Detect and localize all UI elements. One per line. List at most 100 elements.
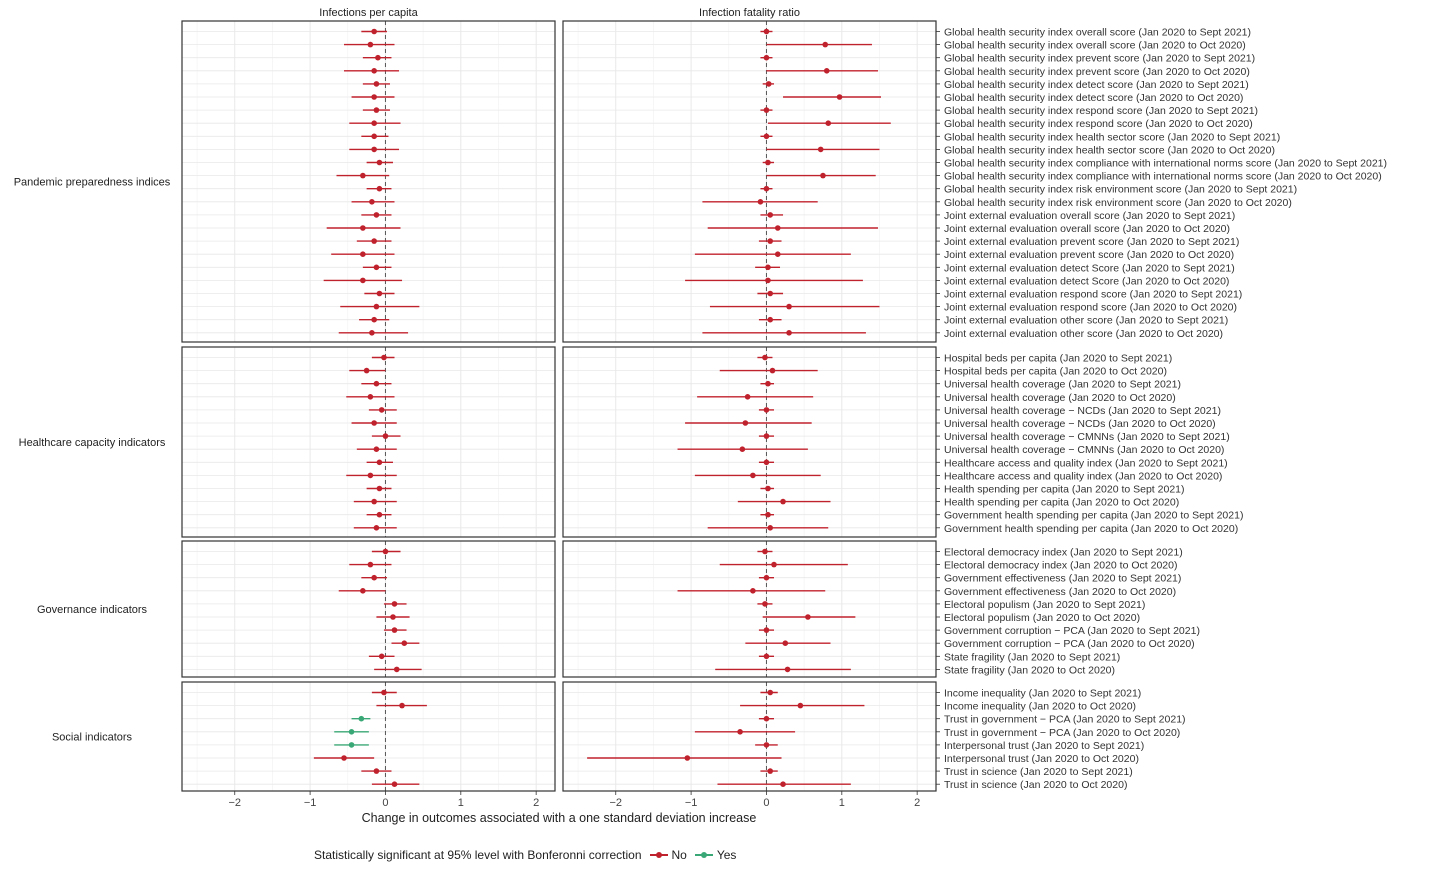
- panel-border: [562, 681, 937, 792]
- row-label: Joint external evaluation other score (J…: [944, 328, 1223, 340]
- ifr-point-estimate: [763, 627, 770, 633]
- row-label: Global health security index detect scor…: [944, 79, 1249, 91]
- panel-border: [562, 20, 937, 343]
- infections-point-estimate: [376, 511, 383, 518]
- panel-border: [181, 20, 556, 343]
- ifr-point-estimate: [784, 666, 791, 673]
- ifr-point-estimate: [765, 380, 771, 387]
- infections-point-estimate: [393, 666, 400, 673]
- ifr-point-estimate: [765, 264, 771, 271]
- ifr-point-estimate: [763, 459, 770, 466]
- legend-label-yes: Yes: [716, 848, 737, 862]
- ifr-point-estimate: [767, 525, 774, 531]
- infections-point-estimate: [371, 574, 377, 581]
- ifr-point-estimate: [757, 199, 764, 205]
- ifr-point-estimate: [817, 146, 824, 153]
- row-label: Joint external evaluation respond score …: [944, 302, 1237, 314]
- ifr-point-estimate: [763, 54, 770, 61]
- row-label: Joint external evaluation prevent score …: [944, 236, 1239, 248]
- ifr-point-estimate: [684, 755, 691, 761]
- ifr-point-estimate: [786, 330, 792, 336]
- infections-point-estimate: [378, 653, 385, 660]
- legend: Statistically significant at 95% level w…: [314, 848, 736, 862]
- infections-point-estimate: [373, 107, 380, 113]
- panel-background: [563, 21, 936, 342]
- infections-point-estimate: [358, 715, 365, 722]
- ifr-point-estimate: [767, 316, 774, 323]
- row-label: Interpersonal trust (Jan 2020 to Oct 202…: [944, 753, 1139, 765]
- infections-point-estimate: [376, 290, 383, 297]
- group-label: Healthcare capacity indicators: [19, 437, 166, 449]
- ifr-point-estimate: [823, 68, 830, 74]
- legend-title: Statistically significant at 95% level w…: [314, 848, 642, 862]
- row-label: Global health security index compliance …: [944, 158, 1387, 170]
- ifr-point-estimate: [762, 601, 768, 607]
- x-tick-label: 0: [382, 797, 388, 809]
- ifr-point-estimate: [825, 120, 832, 126]
- infections-point-estimate: [376, 485, 383, 492]
- ifr-point-estimate: [774, 251, 781, 257]
- infections-point-estimate: [341, 755, 347, 761]
- ifr-point-estimate: [763, 574, 770, 581]
- row-label: Universal health coverage − CMNNs (Jan 2…: [944, 431, 1230, 443]
- infections-point-estimate: [360, 277, 366, 284]
- x-tick-label: −1: [304, 797, 317, 809]
- row-label: Trust in government − PCA (Jan 2020 to S…: [944, 714, 1186, 726]
- infections-point-estimate: [391, 627, 398, 633]
- group-label: Pandemic preparedness indices: [14, 177, 171, 189]
- ifr-point-estimate: [763, 28, 770, 35]
- infections-point-estimate: [371, 420, 377, 426]
- row-label: Global health security index risk enviro…: [944, 197, 1292, 209]
- row-label: Global health security index overall sco…: [944, 27, 1251, 39]
- row-label: Health spending per capita (Jan 2020 to …: [944, 497, 1179, 509]
- row-label: Universal health coverage (Jan 2020 to O…: [944, 392, 1176, 404]
- row-label: Trust in government − PCA (Jan 2020 to O…: [944, 727, 1180, 739]
- row-label: Trust in science (Jan 2020 to Sept 2021): [944, 766, 1133, 778]
- ifr-point-estimate: [763, 433, 770, 439]
- infections-point-estimate: [401, 640, 408, 646]
- ifr-point-estimate: [767, 212, 774, 218]
- group-label: Governance indicators: [37, 604, 148, 616]
- ifr-point-estimate: [780, 498, 786, 505]
- x-tick-label: −2: [228, 797, 241, 809]
- x-tick-label: 1: [458, 797, 464, 809]
- ifr-point-estimate: [742, 420, 749, 426]
- ifr-point-estimate: [767, 689, 774, 696]
- row-label: Government corruption − PCA (Jan 2020 to…: [944, 638, 1195, 650]
- row-label: Joint external evaluation detect Score (…: [944, 275, 1229, 287]
- infections-point-estimate: [371, 238, 377, 244]
- ifr-point-estimate: [763, 133, 770, 140]
- infections-point-estimate: [373, 303, 380, 310]
- row-label: Global health security index health sect…: [944, 144, 1275, 156]
- infections-point-estimate: [360, 225, 366, 231]
- row-label: Healthcare access and quality index (Jan…: [944, 470, 1222, 482]
- row-label: Joint external evaluation respond score …: [944, 289, 1242, 301]
- ifr-point-estimate: [782, 640, 789, 646]
- row-label: Global health security index compliance …: [944, 171, 1382, 183]
- infections-point-estimate: [348, 729, 355, 735]
- row-label: Joint external evaluation other score (J…: [944, 315, 1228, 327]
- infections-point-estimate: [391, 601, 398, 607]
- ifr-point-estimate: [763, 185, 770, 192]
- ifr-point-estimate: [763, 107, 770, 113]
- panel-background: [182, 682, 555, 791]
- panel-background: [563, 541, 936, 677]
- panel-border: [181, 346, 556, 538]
- infections-point-estimate: [371, 316, 377, 323]
- row-label: Joint external evaluation overall score …: [944, 210, 1235, 222]
- row-label: Global health security index prevent sco…: [944, 66, 1250, 78]
- group-label: Social indicators: [52, 732, 133, 744]
- row-label: Universal health coverage − NCDs (Jan 20…: [944, 405, 1221, 417]
- panel-border: [181, 681, 556, 792]
- ifr-point-estimate: [771, 561, 777, 568]
- infections-point-estimate: [360, 172, 366, 179]
- row-label: Global health security index prevent sco…: [944, 53, 1255, 65]
- infections-point-estimate: [381, 689, 387, 696]
- ifr-point-estimate: [765, 485, 771, 492]
- row-label: Government health spending per capita (J…: [944, 523, 1238, 535]
- row-label: Electoral democracy index (Jan 2020 to O…: [944, 560, 1177, 572]
- infections-point-estimate: [360, 588, 366, 594]
- row-label: Hospital beds per capita (Jan 2020 to Se…: [944, 353, 1172, 365]
- panel-border: [562, 540, 937, 678]
- infections-point-estimate: [382, 548, 389, 555]
